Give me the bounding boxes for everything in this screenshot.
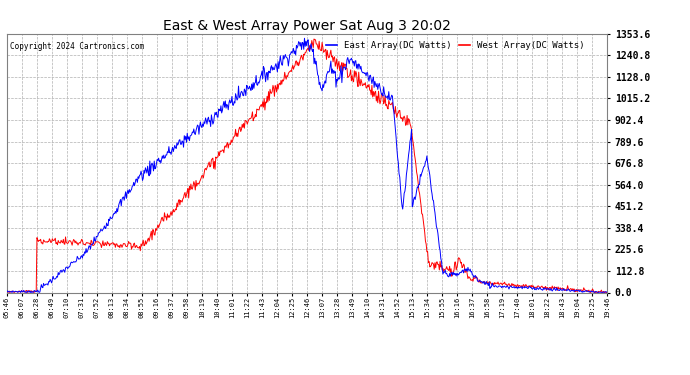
Text: Copyright 2024 Cartronics.com: Copyright 2024 Cartronics.com [10,42,144,51]
Legend: East Array(DC Watts), West Array(DC Watts): East Array(DC Watts), West Array(DC Watt… [326,41,584,50]
Title: East & West Array Power Sat Aug 3 20:02: East & West Array Power Sat Aug 3 20:02 [163,19,451,33]
